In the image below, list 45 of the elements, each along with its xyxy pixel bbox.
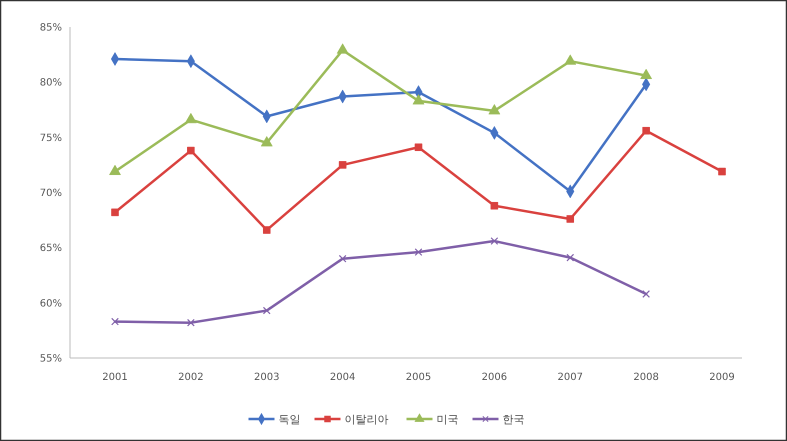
y-tick-label: 65% [40, 243, 62, 254]
point [109, 164, 121, 176]
point [566, 215, 574, 223]
point [640, 68, 652, 80]
y-tick-label: 75% [40, 132, 62, 144]
point [414, 248, 422, 256]
point [262, 226, 271, 234]
point [260, 136, 273, 146]
x-tick-label: 2001 [102, 372, 128, 383]
legend-label: 독일 [278, 412, 300, 426]
point [488, 104, 500, 114]
point [111, 208, 119, 216]
point [187, 146, 195, 154]
x-tick-label: 2008 [633, 372, 659, 383]
point [412, 94, 424, 104]
point [718, 168, 726, 176]
y-tick-label: 55% [40, 354, 62, 364]
x-tick-label: 2009 [709, 372, 735, 383]
point [490, 237, 498, 245]
legend-label: 이탈리아 [344, 412, 388, 426]
x-tick-label: 2006 [482, 372, 508, 383]
x-tick-label: 2002 [178, 372, 204, 383]
point [186, 318, 195, 327]
x-tick-label: 2007 [558, 372, 583, 383]
x-tick-label: 2003 [254, 372, 280, 383]
point [184, 112, 197, 124]
point [566, 254, 574, 262]
point [111, 318, 119, 326]
y-tick-label: 70% [40, 188, 62, 199]
point [564, 54, 576, 65]
point [336, 43, 349, 54]
x-tick-label: 2004 [330, 372, 356, 383]
point [642, 290, 650, 298]
y-tick-label: 80% [40, 78, 62, 89]
y-tick-label: 85% [40, 22, 62, 34]
point [414, 143, 422, 152]
point [338, 161, 346, 169]
point [490, 202, 498, 210]
legend-label: 미국 [436, 412, 458, 426]
y-tick-label: 60% [40, 298, 62, 310]
x-tick-label: 2005 [406, 372, 432, 383]
point [262, 306, 271, 314]
point [338, 254, 347, 263]
point [642, 126, 650, 134]
legend-label: 한국 [502, 412, 524, 426]
